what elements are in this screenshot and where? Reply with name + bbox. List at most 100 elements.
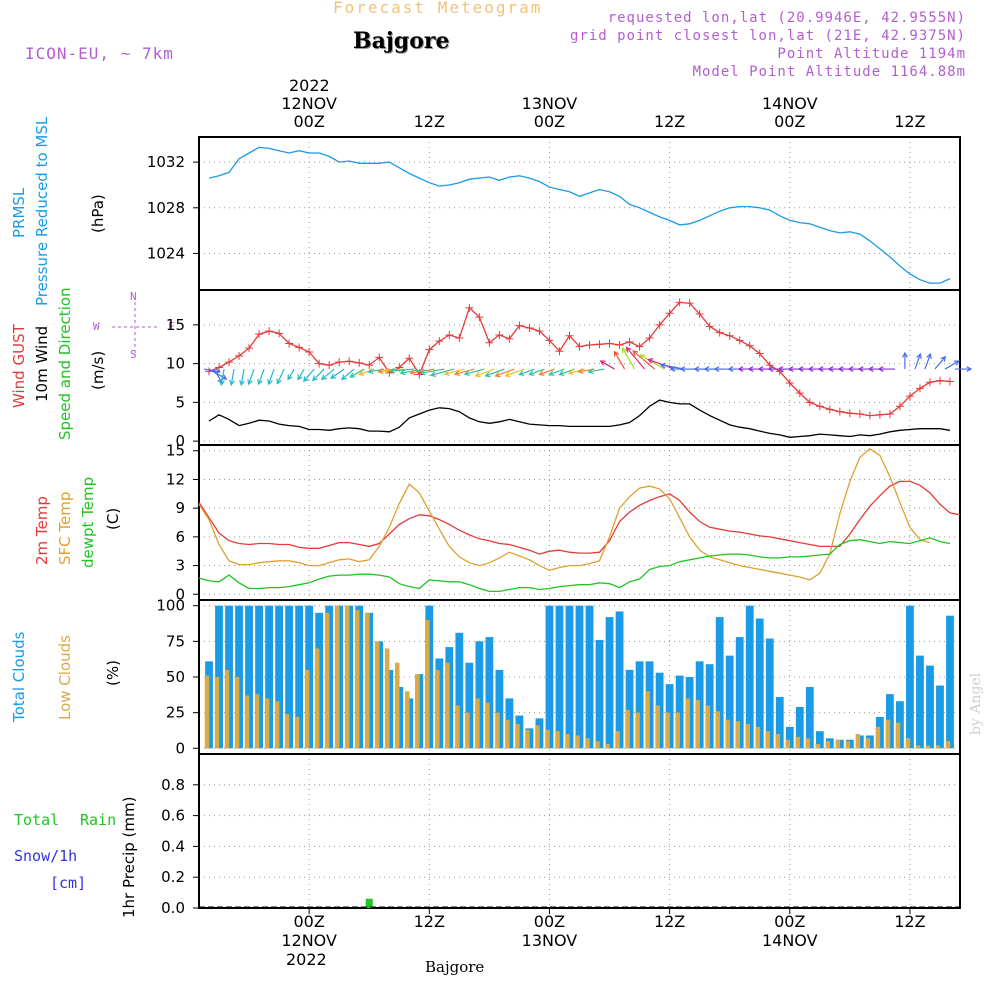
y-tick-label: 5 xyxy=(175,393,185,411)
wind-arrow xyxy=(384,368,405,372)
wind-arrow xyxy=(330,368,345,379)
low-clouds-bar xyxy=(314,648,320,749)
wind-arrow xyxy=(420,368,445,374)
wind-arrow xyxy=(248,368,255,385)
gust-marker xyxy=(735,336,744,345)
total-clouds-bar xyxy=(465,662,474,749)
gust-marker xyxy=(925,378,934,387)
footer-station: Bajgore xyxy=(425,958,485,976)
wind-arrowhead xyxy=(713,366,720,372)
gust-marker xyxy=(785,379,794,387)
total-clouds-bar xyxy=(755,618,764,749)
top-date-label: 12NOV xyxy=(281,94,337,113)
low-clouds-bar xyxy=(425,619,430,749)
wind-arrowhead xyxy=(877,366,884,372)
wind-arrow xyxy=(464,368,485,375)
total-clouds-bar xyxy=(295,605,304,749)
gust-marker xyxy=(265,327,274,336)
gust-marker xyxy=(295,343,304,352)
low-clouds-bar xyxy=(334,605,340,749)
wind-arrowhead xyxy=(239,379,245,387)
low-clouds-bar xyxy=(555,731,560,749)
gust-marker xyxy=(445,330,454,339)
low-clouds-bar xyxy=(745,724,750,749)
low-clouds-bar xyxy=(855,734,861,749)
gust-marker xyxy=(655,320,664,329)
gust-marker xyxy=(585,341,594,350)
wind-arrowhead xyxy=(926,352,932,360)
low-clouds-bar xyxy=(865,738,871,749)
wind-arrowhead xyxy=(659,362,666,369)
wind-arrow xyxy=(539,368,555,376)
wind-arrowhead xyxy=(777,366,784,372)
low-clouds-bar xyxy=(565,734,570,749)
y-tick-label: 0.0 xyxy=(161,899,185,917)
gust-marker xyxy=(525,323,534,332)
total-clouds-bar xyxy=(775,696,784,749)
gust-marker xyxy=(905,392,914,401)
bottom-hour-label: 12Z xyxy=(653,912,686,931)
wind-arrowhead xyxy=(613,350,620,357)
precip-rain-label: Rain xyxy=(80,811,117,829)
meteogram-title: Forecast Meteogram xyxy=(333,0,543,17)
gust-marker xyxy=(745,341,754,350)
low-clouds-bar xyxy=(655,705,660,749)
wind-arrow xyxy=(321,368,335,380)
low-clouds-bar xyxy=(825,741,831,749)
low-clouds-bar xyxy=(845,741,851,749)
top-hour-label: 00Z xyxy=(774,112,806,131)
wind-arrow xyxy=(519,368,535,376)
gust-marker xyxy=(865,411,874,420)
top-year: 2022 xyxy=(289,76,330,95)
precip-snow-label: Snow/1h xyxy=(14,847,78,865)
low-clouds-bar xyxy=(605,744,610,749)
total-clouds-bar xyxy=(715,617,724,749)
wind-arrow xyxy=(614,351,626,370)
wind-arrowhead xyxy=(867,366,874,372)
gust-marker xyxy=(495,330,504,339)
bottom-date-label: 12NOV xyxy=(281,931,337,950)
total-clouds-bar xyxy=(585,605,594,749)
wind-arrow xyxy=(287,368,295,380)
wind-arrowhead xyxy=(817,366,824,372)
wind-arrowhead xyxy=(599,360,606,366)
precip-snow-unit: [cm] xyxy=(50,874,87,892)
wind-arrow xyxy=(303,368,315,382)
model-label: ICON-EU, ~ 7km xyxy=(25,44,174,63)
low-clouds-bar xyxy=(765,731,771,749)
compass-w: W xyxy=(93,320,100,333)
gust-marker xyxy=(605,339,614,348)
wind-arrowhead xyxy=(837,366,844,372)
wind-arrowhead xyxy=(548,370,555,376)
low-clouds-bar xyxy=(575,735,580,749)
total-clouds-bar xyxy=(605,617,614,749)
y-tick-label: 0.4 xyxy=(161,837,185,855)
low-clouds-bar xyxy=(224,669,230,749)
wind-arrowhead xyxy=(953,360,960,366)
wind-arrow xyxy=(588,368,605,373)
total-clouds-bar xyxy=(635,661,644,749)
gust-marker xyxy=(325,361,334,370)
gust-marker xyxy=(355,358,364,367)
wind-arrowhead xyxy=(367,368,374,374)
gust-marker xyxy=(255,330,264,339)
wind-arrowhead xyxy=(453,370,461,376)
wind-arrow xyxy=(914,353,921,370)
wind-arrowhead xyxy=(419,369,426,376)
wind-arrow xyxy=(600,360,615,370)
low-clouds-bar xyxy=(445,662,450,749)
wind-arrow xyxy=(444,368,465,375)
y-tick-label: 3 xyxy=(175,557,185,575)
gust-marker xyxy=(635,342,644,351)
wind-arrowhead xyxy=(504,371,511,378)
total-clouds-bar xyxy=(946,615,954,749)
wind-arrow xyxy=(276,368,285,384)
bottom-hour-label: 00Z xyxy=(533,912,566,931)
wind-arrow xyxy=(549,368,565,376)
grid-point-coords: grid point closest lon,lat (21E, 42.9375… xyxy=(569,28,966,44)
low-clouds-bar xyxy=(525,729,530,749)
top-date-label: 14NOV xyxy=(761,94,818,113)
panel-frame xyxy=(198,136,961,291)
wind-arrow xyxy=(268,368,275,385)
